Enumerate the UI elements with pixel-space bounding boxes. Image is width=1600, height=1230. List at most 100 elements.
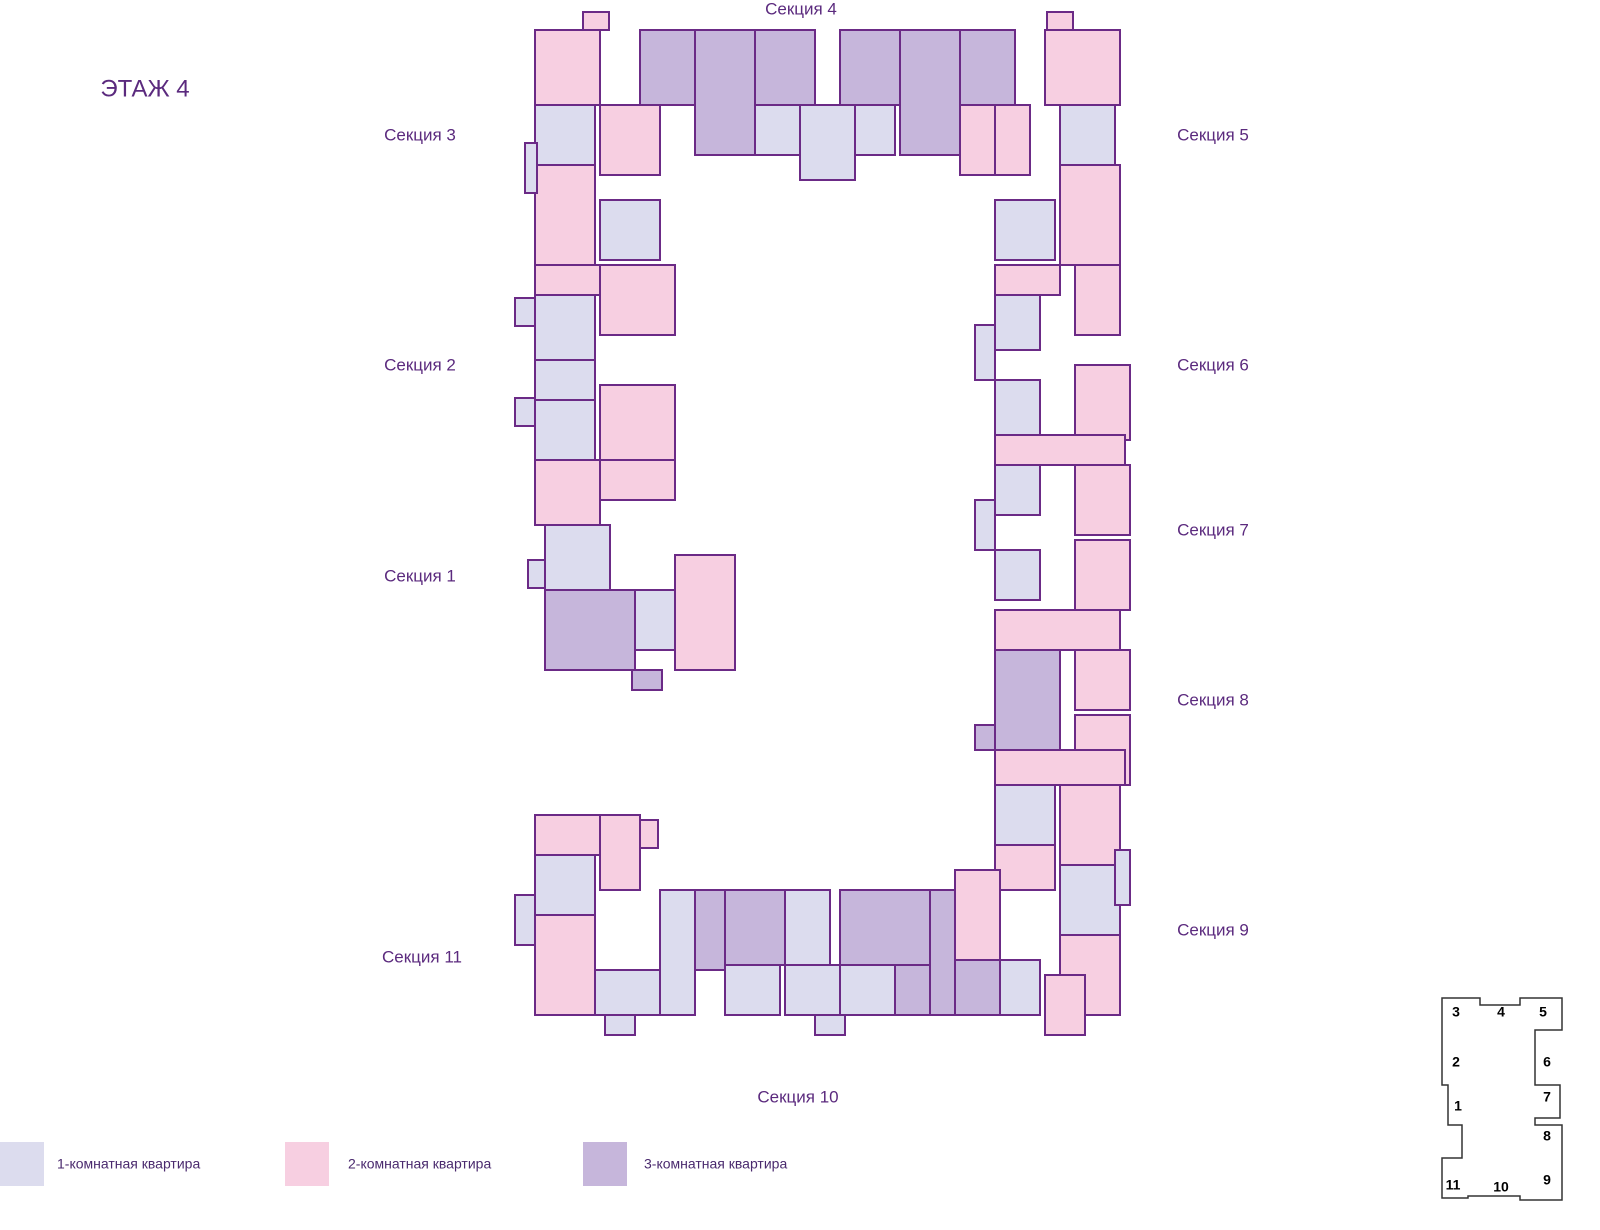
- apartment: [514, 894, 536, 946]
- apartment: [639, 29, 696, 106]
- apartment: [534, 459, 601, 526]
- apartment: [599, 264, 676, 336]
- apartment: [534, 104, 596, 166]
- section-label: Секция 6: [1177, 355, 1249, 374]
- section-label: Секция 4: [765, 0, 837, 18]
- apartment: [544, 589, 636, 671]
- apartment: [534, 264, 601, 296]
- apartment: [1059, 784, 1121, 866]
- minimap-number: 7: [1543, 1089, 1551, 1105]
- apartment: [534, 854, 596, 916]
- apartment: [799, 104, 856, 181]
- apartment: [599, 199, 661, 261]
- minimap-number: 1: [1454, 1098, 1462, 1114]
- apartment: [854, 104, 896, 156]
- section-label: Секция 3: [384, 125, 456, 144]
- apartment: [994, 104, 1031, 176]
- floor-plan: [514, 11, 1131, 1036]
- minimap-number: 2: [1452, 1054, 1460, 1070]
- legend-label: 1-комнатная квартира: [57, 1156, 200, 1172]
- section-label: Секция 7: [1177, 520, 1249, 539]
- apartment: [534, 294, 596, 361]
- apartment: [994, 294, 1041, 351]
- apartment: [894, 964, 931, 1016]
- apartment: [514, 397, 536, 427]
- apartment: [724, 889, 786, 966]
- apartment: [1114, 849, 1131, 906]
- apartment: [929, 889, 956, 1016]
- apartment: [1044, 29, 1121, 106]
- apartment: [994, 609, 1121, 651]
- apartment: [1044, 974, 1086, 1036]
- apartment: [534, 914, 596, 1016]
- legend-label: 3-комнатная квартира: [644, 1156, 787, 1172]
- apartment: [954, 869, 1001, 961]
- apartment: [544, 524, 611, 591]
- apartment: [1059, 164, 1121, 266]
- apartment: [994, 749, 1126, 786]
- legend-swatch: [285, 1142, 329, 1186]
- section-label: Секция 10: [757, 1087, 838, 1106]
- section-label: Секция 9: [1177, 920, 1249, 939]
- section-label: Секция 1: [384, 566, 456, 585]
- apartment: [974, 499, 996, 551]
- legend-label: 2-комнатная квартира: [348, 1156, 491, 1172]
- apartment: [634, 589, 676, 651]
- apartment: [582, 11, 610, 31]
- minimap-number: 6: [1543, 1054, 1551, 1070]
- apartment: [754, 104, 801, 156]
- legend-swatch: [583, 1142, 627, 1186]
- apartment: [534, 29, 601, 106]
- apartment: [694, 29, 756, 156]
- apartment: [534, 399, 596, 461]
- section-label: Секция 8: [1177, 690, 1249, 709]
- minimap-number: 9: [1543, 1172, 1551, 1188]
- apartment: [599, 384, 676, 461]
- floor-title: ЭТАЖ 4: [100, 75, 189, 102]
- section-label: Секция 5: [1177, 125, 1249, 144]
- apartment: [659, 889, 696, 1016]
- minimap-number: 8: [1543, 1128, 1551, 1144]
- apartment: [994, 784, 1056, 846]
- apartment: [604, 1014, 636, 1036]
- minimap-number: 4: [1497, 1004, 1505, 1020]
- apartment: [974, 324, 996, 381]
- apartment: [1074, 364, 1131, 441]
- minimap-number: 3: [1452, 1004, 1460, 1020]
- apartment: [1059, 104, 1116, 166]
- apartment: [959, 29, 1016, 106]
- apartment: [784, 889, 831, 966]
- minimap-number: 5: [1539, 1004, 1547, 1020]
- apartment: [639, 819, 659, 849]
- minimap-number: 11: [1446, 1177, 1461, 1193]
- minimap-number: 10: [1493, 1179, 1509, 1195]
- apartment: [994, 264, 1061, 296]
- section-labels: Секция 4 Секция 3 Секция 5 Секция 2 Секция 6…: [382, 0, 1249, 1106]
- apartment: [1074, 649, 1131, 711]
- apartment: [994, 549, 1041, 601]
- apartment: [994, 844, 1056, 891]
- apartment: [1074, 539, 1131, 611]
- apartment: [839, 964, 896, 1016]
- apartment: [754, 29, 816, 106]
- apartment: [994, 434, 1126, 466]
- apartment: [959, 104, 996, 176]
- apartment: [599, 459, 676, 501]
- apartment: [599, 104, 661, 176]
- apartment: [534, 164, 596, 266]
- minimap-outline: [1441, 997, 1563, 1201]
- apartment: [994, 379, 1041, 436]
- apartment: [534, 359, 596, 401]
- apartment: [534, 814, 601, 856]
- legend-swatch: [0, 1142, 44, 1186]
- apartment: [599, 814, 641, 891]
- apartment: [899, 29, 961, 156]
- apartment: [839, 29, 901, 106]
- apartment: [1074, 464, 1131, 536]
- apartment: [631, 669, 663, 691]
- legend: 1-комнатная квартира 2-комнатная квартира…: [0, 1142, 787, 1186]
- apartment: [1046, 11, 1074, 31]
- minimap: 3 4 5 2 6 1 7 8 9 11 10: [1441, 997, 1563, 1201]
- apartment: [954, 959, 1001, 1016]
